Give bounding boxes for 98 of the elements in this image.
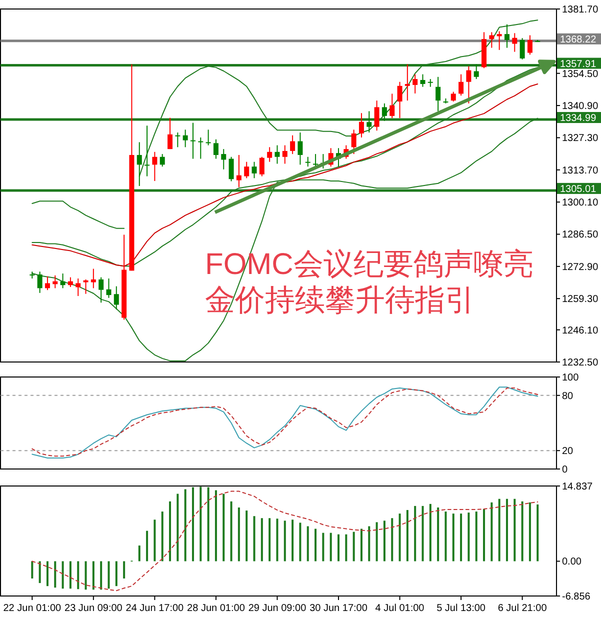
bar <box>222 494 225 562</box>
y-tick-label: 1327.30 <box>562 133 599 144</box>
bar <box>260 518 263 562</box>
bar <box>338 534 340 562</box>
y-tick-label: 0.00 <box>562 556 582 568</box>
x-tick-label: 29 Jun 09:00 <box>248 603 307 614</box>
bar <box>146 530 148 562</box>
bar <box>391 518 394 562</box>
y-tick-label: 1272.90 <box>562 262 599 273</box>
x-tick-label: 30 Jun 17:00 <box>310 603 368 614</box>
y-tick-label: 1313.70 <box>562 165 599 176</box>
bar <box>528 502 531 562</box>
y-tick-label: 1246.10 <box>562 325 599 336</box>
bar <box>69 561 72 589</box>
bar <box>452 514 454 562</box>
bar <box>444 512 447 562</box>
bar <box>299 522 302 562</box>
bar <box>115 561 118 586</box>
y-tick-label: 14.837 <box>562 482 594 492</box>
ref-line-label: 1357.91 <box>560 58 597 70</box>
x-tick-label: 4 Jul 01:00 <box>375 603 425 614</box>
bar <box>536 504 539 562</box>
bar <box>292 520 294 562</box>
bar <box>268 518 271 562</box>
bar <box>108 561 110 589</box>
bar <box>414 506 416 562</box>
bar <box>429 504 432 562</box>
y-tick-label: 100 <box>562 372 580 384</box>
ref-line-label: 1305.01 <box>560 184 597 195</box>
x-tick-label: 24 Jun 17:00 <box>126 603 184 614</box>
line-series <box>32 490 538 592</box>
y-tick-label: 1300.10 <box>562 198 599 209</box>
bar <box>92 561 94 590</box>
bar <box>100 561 102 590</box>
bar <box>154 520 156 562</box>
bar <box>330 532 332 562</box>
y-tick-label: 1381.70 <box>562 4 599 16</box>
bar <box>31 561 34 578</box>
y-tick-label: -6.856 <box>562 592 591 602</box>
bar <box>314 528 317 562</box>
bar <box>322 532 324 562</box>
bar <box>460 514 462 562</box>
bar <box>406 510 408 562</box>
bar <box>506 498 508 562</box>
bar <box>54 561 56 588</box>
bar <box>483 509 486 562</box>
y-tick-label: 80 <box>562 390 574 402</box>
y-tick-label: 1259.30 <box>562 294 599 306</box>
bar <box>207 487 210 562</box>
y-tick-label: 1354.50 <box>562 68 599 80</box>
bar <box>176 494 179 562</box>
bar <box>437 507 440 562</box>
bar <box>398 514 401 562</box>
y-tick-label: 20 <box>562 446 574 458</box>
bar <box>238 507 240 562</box>
bar <box>521 501 524 562</box>
bar <box>246 510 248 562</box>
bar <box>77 561 80 590</box>
x-tick-label: 5 Jul 13:00 <box>436 603 486 614</box>
y-tick-label: 1340.90 <box>562 101 599 112</box>
bar <box>253 516 256 562</box>
bar <box>514 498 516 562</box>
bar <box>169 501 172 562</box>
y-tick-label: 1232.50 <box>562 358 599 368</box>
bar <box>138 546 140 562</box>
bar <box>360 528 362 562</box>
bar <box>192 487 194 562</box>
bar <box>345 534 348 562</box>
x-tick-label: 6 Jul 21:00 <box>498 603 548 614</box>
bar <box>376 522 378 562</box>
bar <box>498 498 500 562</box>
bar <box>230 501 232 562</box>
bar <box>62 561 64 589</box>
bar <box>306 526 309 562</box>
bar <box>38 561 41 584</box>
bar <box>284 520 286 562</box>
bar <box>475 512 478 562</box>
bar <box>422 506 424 562</box>
x-tick-label: 23 Jun 09:00 <box>64 603 123 614</box>
bar <box>161 512 164 562</box>
bar <box>184 489 186 562</box>
ref-line-label: 1334.99 <box>560 113 597 124</box>
bar <box>352 532 355 562</box>
y-tick-label: 1286.50 <box>562 230 599 241</box>
x-tick-label: 28 Jun 01:00 <box>187 603 246 614</box>
ref-line-label: 1368.22 <box>560 34 597 46</box>
bar <box>214 490 217 562</box>
bar <box>468 512 470 562</box>
bar <box>490 502 493 562</box>
x-tick-label: 22 Jun 01:00 <box>3 603 62 614</box>
bar <box>123 561 126 578</box>
bar <box>276 518 278 562</box>
y-tick-label: 0 <box>562 464 568 476</box>
bar <box>368 526 370 562</box>
bar <box>84 561 87 590</box>
bar <box>383 520 386 562</box>
bar <box>46 561 48 586</box>
bar <box>200 486 202 562</box>
